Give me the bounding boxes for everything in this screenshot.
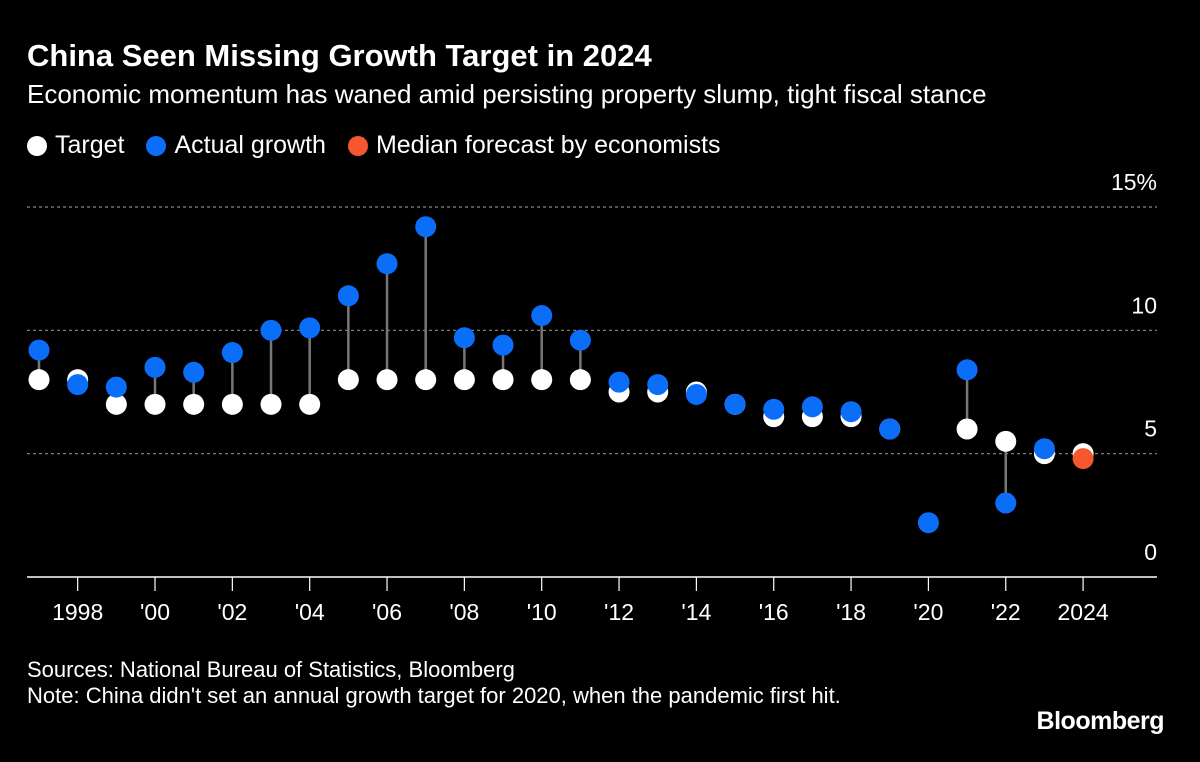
x-tick-label: '10 bbox=[527, 599, 557, 625]
actual-growth-point bbox=[453, 327, 475, 349]
actual-growth-point bbox=[569, 329, 591, 351]
actual-growth-point bbox=[28, 339, 50, 361]
actual-growth-point bbox=[879, 418, 901, 440]
target-point bbox=[299, 393, 321, 415]
actual-growth-point bbox=[917, 512, 939, 534]
target-point bbox=[144, 393, 166, 415]
target-point bbox=[28, 369, 50, 391]
actual-growth-point bbox=[840, 401, 862, 423]
actual-growth-point bbox=[67, 374, 89, 396]
x-tick-label: '14 bbox=[681, 599, 711, 625]
actual-growth-point bbox=[647, 374, 669, 396]
actual-growth-point bbox=[144, 356, 166, 378]
actual-growth-point bbox=[956, 359, 978, 381]
legend: Target Actual growth Median forecast by … bbox=[27, 131, 721, 160]
legend-label: Actual growth bbox=[174, 131, 326, 159]
actual-growth-point bbox=[183, 361, 205, 383]
x-tick-label: '02 bbox=[217, 599, 247, 625]
target-point bbox=[569, 369, 591, 391]
x-tick-label: '00 bbox=[140, 599, 170, 625]
target-point bbox=[260, 393, 282, 415]
target-point bbox=[995, 430, 1017, 452]
target-point bbox=[376, 369, 398, 391]
actual-growth-point bbox=[1033, 438, 1055, 460]
legend-swatch bbox=[146, 135, 167, 156]
y-tick-label: 15% bbox=[1111, 169, 1157, 195]
actual-growth-point bbox=[531, 305, 553, 327]
actual-growth-point bbox=[221, 342, 243, 364]
bloomberg-logo: Bloomberg bbox=[1036, 707, 1165, 735]
actual-growth-point bbox=[105, 376, 127, 398]
target-point bbox=[337, 369, 359, 391]
chart-subtitle: Economic momentum has waned amid persist… bbox=[27, 79, 987, 109]
actual-growth-point bbox=[415, 216, 437, 238]
x-tick-label: '20 bbox=[913, 599, 943, 625]
forecast-point bbox=[1072, 448, 1094, 470]
chart-title: China Seen Missing Growth Target in 2024 bbox=[27, 38, 652, 73]
actual-growth-point bbox=[299, 317, 321, 339]
legend-label: Target bbox=[55, 131, 125, 159]
target-point bbox=[183, 393, 205, 415]
y-tick-label: 5 bbox=[1144, 416, 1157, 442]
actual-growth-point bbox=[995, 492, 1017, 514]
actual-growth-point bbox=[492, 334, 514, 356]
y-tick-label: 0 bbox=[1144, 539, 1157, 565]
x-tick-label: '12 bbox=[604, 599, 634, 625]
target-point bbox=[221, 393, 243, 415]
actual-growth-point bbox=[801, 396, 823, 418]
legend-swatch bbox=[347, 135, 368, 156]
actual-growth-point bbox=[685, 383, 707, 405]
legend-item-forecast: Median forecast by economists bbox=[347, 131, 721, 160]
target-point bbox=[453, 369, 475, 391]
actual-growth-point bbox=[608, 371, 630, 393]
note-text: Note: China didn't set an annual growth … bbox=[27, 683, 841, 708]
x-tick-label: '04 bbox=[295, 599, 325, 625]
target-point bbox=[531, 369, 553, 391]
x-tick-label: '16 bbox=[759, 599, 789, 625]
actual-growth-point bbox=[376, 253, 398, 275]
legend-item-actual: Actual growth bbox=[146, 131, 326, 160]
target-point bbox=[415, 369, 437, 391]
x-tick-label: 2024 bbox=[1058, 599, 1109, 625]
x-tick-label: '06 bbox=[372, 599, 402, 625]
actual-growth-point bbox=[724, 393, 746, 415]
target-point bbox=[492, 369, 514, 391]
target-point bbox=[956, 418, 978, 440]
actual-growth-point bbox=[763, 398, 785, 420]
x-tick-label: '18 bbox=[836, 599, 866, 625]
footer: Sources: National Bureau of Statistics, … bbox=[27, 657, 987, 709]
target-point bbox=[105, 393, 127, 415]
actual-growth-point bbox=[337, 285, 359, 307]
actual-growth-point bbox=[260, 319, 282, 341]
x-tick-label: 1998 bbox=[52, 599, 103, 625]
x-tick-label: '22 bbox=[991, 599, 1021, 625]
legend-label: Median forecast by economists bbox=[375, 131, 721, 159]
legend-swatch bbox=[27, 135, 47, 156]
legend-item-target: Target bbox=[27, 131, 124, 160]
sources-text: Sources: National Bureau of Statistics, … bbox=[27, 657, 515, 682]
x-tick-label: '08 bbox=[449, 599, 479, 625]
y-tick-label: 10 bbox=[1131, 292, 1157, 318]
